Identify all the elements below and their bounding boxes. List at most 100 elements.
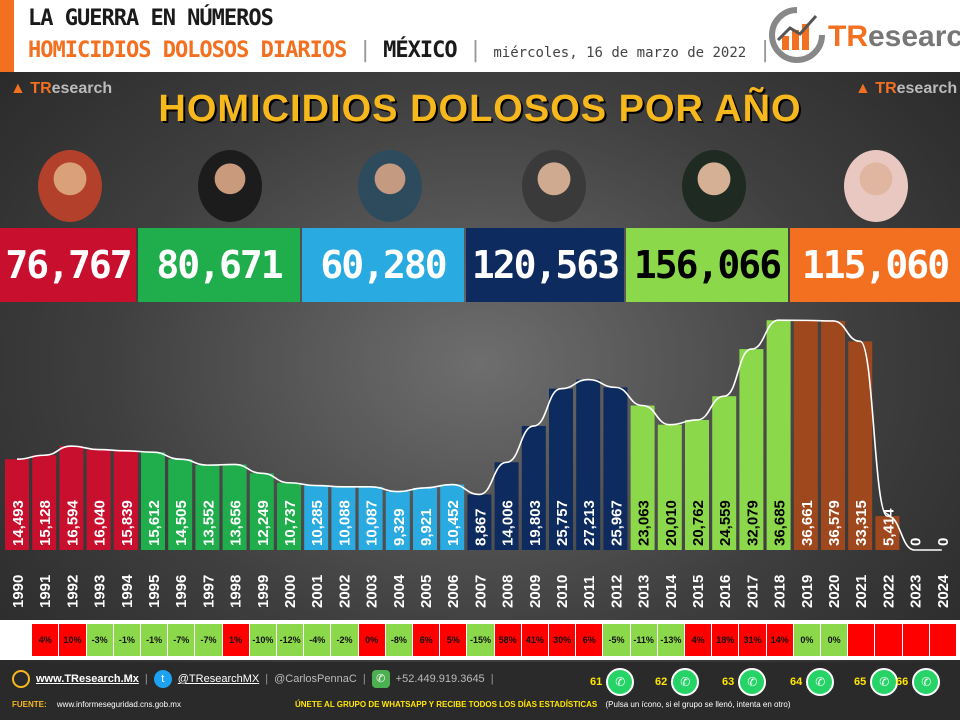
value-label-2004: 9,329 (391, 508, 408, 546)
total-box-3: 60,280 (302, 228, 464, 302)
value-label-2002: 10,088 (336, 500, 353, 546)
value-label-1999: 12,249 (255, 500, 272, 546)
pct-change-2005: 6% (413, 624, 440, 656)
chart-panel: ▲ TResearch ▲ TResearch HOMICIDIOS DOLOS… (0, 72, 960, 720)
header-accent-bar (0, 0, 14, 72)
value-label-1997: 13,552 (200, 500, 217, 546)
whatsapp-icon[interactable]: ✆ (738, 668, 767, 696)
whatsapp-group-63[interactable]: 63 ✆ (722, 668, 767, 696)
join-text: ÚNETE AL GRUPO DE WHATSAPP Y RECIBE TODO… (295, 700, 598, 709)
pct-change-1991: 4% (32, 624, 59, 656)
year-label-2012: 2012 (608, 575, 625, 608)
header-separator: | (758, 38, 771, 63)
whatsapp-icon[interactable]: ✆ (870, 668, 899, 696)
website-link[interactable]: www.TResearch.Mx (36, 673, 139, 685)
value-label-2020: 36,579 (826, 500, 843, 546)
whatsapp-group-62[interactable]: 62 ✆ (655, 668, 700, 696)
year-label-2010: 2010 (554, 575, 571, 608)
whatsapp-group-number: 61 (590, 676, 603, 688)
pct-change-1999: -10% (249, 624, 276, 656)
pct-change-2010: 30% (549, 624, 576, 656)
bar-2019 (793, 320, 818, 550)
value-label-2017: 32,079 (744, 500, 761, 546)
value-label-2014: 20,010 (663, 500, 680, 546)
value-label-1995: 15,612 (146, 500, 163, 546)
bar-2010 (549, 388, 573, 550)
header-line1: LA GUERRA EN NÚMEROS (28, 6, 274, 31)
mini-logo-left: ▲ TResearch (10, 80, 113, 97)
whatsapp-icon[interactable]: ✆ (806, 668, 835, 696)
whatsapp-icon[interactable]: ✆ (671, 668, 700, 696)
whatsapp-icon[interactable]: ✆ (606, 668, 635, 696)
pct-change-2017: 31% (739, 624, 766, 656)
year-label-2002: 2002 (336, 575, 353, 608)
year-label-1993: 1993 (92, 575, 109, 608)
bar-2017 (739, 349, 764, 550)
portrait-1-avatar (38, 150, 102, 222)
value-label-2024: 0 (935, 538, 952, 546)
bar-1995 (141, 452, 165, 550)
year-label-2022: 2022 (880, 575, 897, 608)
total-box-6: 115,060 (790, 228, 960, 302)
bar-2000 (277, 482, 301, 550)
pct-change-2012: -5% (603, 624, 630, 656)
footer-separator: | (490, 673, 494, 685)
phone-number: +52.449.919.3645 (395, 673, 485, 685)
whatsapp-group-65[interactable]: 65 ✆ (854, 668, 899, 696)
pct-change-1990 (5, 624, 32, 656)
whatsapp-group-number: 63 (722, 676, 735, 688)
pct-change-2001: -4% (304, 624, 331, 656)
whatsapp-group-66[interactable]: 66 ✆ (896, 668, 941, 696)
pct-change-1993: -3% (86, 624, 113, 656)
year-label-2021: 2021 (853, 575, 870, 608)
twitter-link[interactable]: @TResearchMX (177, 673, 260, 685)
bar-2004 (385, 491, 410, 550)
source-label: FUENTE: (12, 700, 47, 709)
globe-icon (12, 670, 30, 688)
portrait-3-avatar (358, 150, 422, 222)
bar-1999 (249, 473, 274, 550)
pct-change-2018: 14% (766, 624, 793, 656)
pct-change-2011: 6% (576, 624, 603, 656)
year-label-1996: 1996 (173, 575, 190, 608)
pct-change-2004: -8% (385, 624, 412, 656)
value-label-2019: 36,661 (799, 500, 816, 546)
value-label-2005: 9,921 (418, 508, 435, 546)
whatsapp-group-64[interactable]: 64 ✆ (790, 668, 835, 696)
pct-change-2023 (902, 624, 929, 656)
logo-text: TResearch (828, 20, 960, 53)
year-label-2004: 2004 (391, 574, 408, 608)
pct-change-1996: -7% (168, 624, 195, 656)
value-label-1993: 16,040 (92, 500, 109, 546)
bar-2003 (358, 486, 383, 550)
tresearch-logo[interactable]: TResearch (768, 6, 960, 66)
whatsapp-group-61[interactable]: 61 ✆ (590, 668, 635, 696)
pct-change-1998: 1% (222, 624, 249, 656)
value-label-2012: 25,967 (608, 500, 625, 546)
bar-2008 (494, 462, 519, 550)
pct-change-2006: 5% (440, 624, 467, 656)
year-label-1990: 1990 (10, 575, 27, 608)
value-label-2009: 19,803 (527, 500, 544, 546)
value-label-2001: 10,285 (309, 500, 326, 546)
header-separator: | (358, 38, 372, 63)
mini-logo-right: ▲ TResearch (855, 80, 958, 97)
year-label-2019: 2019 (799, 575, 816, 608)
footer-separator: | (144, 673, 148, 685)
pct-change-2002: -2% (331, 624, 358, 656)
total-box-2: 80,671 (138, 228, 300, 302)
join-note: (Pulsa un ícono, si el grupo se llenó, i… (605, 700, 791, 709)
total-box-5: 156,066 (626, 228, 788, 302)
value-label-2016: 24,559 (717, 500, 734, 546)
pct-change-2000: -12% (277, 624, 304, 656)
value-label-2023: 0 (908, 538, 925, 546)
value-label-1998: 13,656 (228, 500, 245, 546)
bar-2006 (440, 484, 465, 550)
header-line2: HOMICIDIOS DOLOSOS DIARIOS | MÉXICO | mi… (28, 38, 772, 63)
pct-change-2021 (848, 624, 875, 656)
bar-1997 (195, 465, 220, 550)
whatsapp-icon[interactable]: ✆ (912, 668, 941, 696)
portrait-2-avatar (198, 150, 262, 222)
whatsapp-group-number: 62 (655, 676, 668, 688)
bar-1996 (168, 459, 193, 550)
